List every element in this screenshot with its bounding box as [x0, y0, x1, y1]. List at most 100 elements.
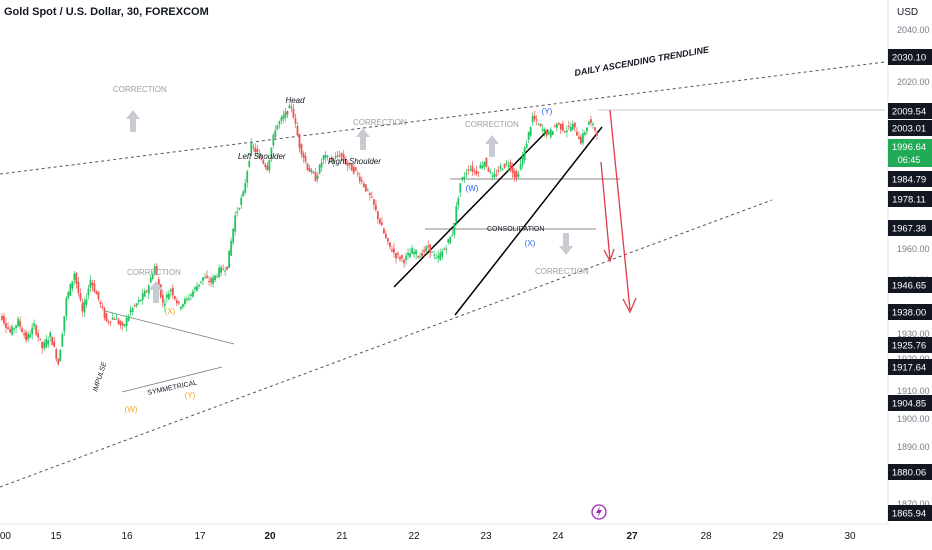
consolidation-label: CONSOLIDATION: [487, 226, 544, 233]
correction-arrow-icon: [356, 128, 370, 150]
candle-body: [348, 163, 351, 165]
x-tick-label: 22: [408, 531, 420, 542]
candle-body: [21, 328, 23, 333]
projection-arrowhead-short: [603, 248, 615, 263]
candle-body: [346, 162, 349, 166]
candle-body: [415, 250, 417, 255]
symbol-title[interactable]: Gold Spot / U.S. Dollar, 30, FOREXCOM: [4, 6, 209, 18]
channel-lower-line: [454, 126, 603, 316]
candle-body: [65, 297, 68, 316]
candle-body: [332, 160, 335, 164]
candle-body: [188, 298, 190, 300]
candle-body: [262, 160, 265, 164]
candle-body: [33, 323, 36, 327]
price-label-box: [888, 505, 932, 521]
candle-body: [190, 294, 192, 297]
candle-body: [171, 287, 174, 296]
x-tick-label: 23: [480, 531, 492, 542]
candle-body: [250, 142, 253, 156]
candle-body: [17, 318, 19, 326]
candle-body: [115, 318, 118, 320]
candle-body: [477, 172, 480, 174]
candle-body: [53, 341, 56, 347]
candle-body: [109, 321, 112, 323]
x-tick-label: :00: [0, 531, 11, 542]
candle-body: [547, 131, 550, 135]
candle-body: [505, 163, 508, 165]
correction-label: CORRECTION: [353, 118, 407, 127]
candle-body: [282, 115, 285, 120]
candle-body: [19, 320, 21, 327]
candle-body: [439, 252, 442, 260]
x-tick-label: 20: [264, 531, 276, 542]
candle-body: [165, 294, 168, 298]
price-label-box: [888, 395, 932, 411]
candle-body: [238, 208, 241, 210]
candle-body: [481, 165, 484, 168]
candle-body: [256, 148, 259, 153]
candle-body: [557, 122, 560, 125]
candle-body: [286, 111, 289, 115]
candle-body: [366, 189, 369, 191]
x-tick-label: 16: [121, 531, 133, 542]
candle-body: [145, 290, 148, 292]
candle-body: [222, 268, 225, 270]
candle-body: [302, 153, 305, 158]
candle-body: [475, 170, 478, 175]
right-shoulder-label: Right Shoulder: [328, 157, 381, 166]
y-tick-label: 1890.00: [897, 442, 930, 452]
candle-body: [103, 308, 106, 319]
candle-body: [590, 119, 592, 123]
candle-body: [93, 283, 96, 292]
candle-body: [9, 329, 11, 333]
candle-body: [330, 157, 333, 161]
x-tick-label: 21: [336, 531, 348, 542]
candle-body: [35, 325, 38, 335]
candle-body: [182, 303, 184, 308]
candle-body: [403, 259, 405, 264]
candle-body: [433, 254, 436, 256]
candle-body: [385, 233, 387, 238]
candle-body: [592, 123, 594, 125]
price-label: 1978.11: [892, 195, 926, 206]
candle-body: [421, 252, 424, 257]
candle-body: [11, 326, 13, 335]
candle-body: [437, 255, 440, 258]
candle-body: [99, 301, 102, 304]
candle-body: [129, 309, 132, 313]
candle-body: [569, 126, 572, 132]
candle-body: [127, 315, 130, 321]
candle-body: [31, 327, 34, 335]
candle-body: [234, 215, 237, 232]
left-shoulder-label: Left Shoulder: [238, 152, 286, 161]
price-label-box: [888, 277, 932, 293]
candle-body: [425, 246, 428, 251]
x-tick-label: 28: [700, 531, 712, 542]
candle-body: [1, 316, 3, 320]
price-label: 2030.10: [892, 53, 926, 64]
projection-arrowhead-long: [622, 297, 637, 314]
candle-body: [59, 349, 62, 362]
candle-body: [435, 257, 438, 259]
price-label-box: [888, 359, 932, 375]
candle-body: [175, 300, 178, 304]
price-label-box: [888, 171, 932, 187]
candle-body: [167, 293, 170, 300]
price-label: 2003.01: [892, 124, 926, 135]
candle-body: [258, 154, 261, 157]
candle-body: [509, 162, 512, 171]
candle-body: [596, 132, 598, 136]
candle-body: [149, 277, 152, 283]
candle-body: [489, 171, 492, 173]
correction-label: CORRECTION: [127, 268, 181, 277]
candle-body: [123, 324, 126, 327]
wave-x-label: (X): [165, 307, 176, 316]
candle-body: [137, 300, 140, 302]
candle-body: [580, 136, 582, 144]
candle-body: [429, 244, 432, 254]
x-tick-label: 30: [844, 531, 856, 542]
candle-body: [101, 306, 104, 308]
candle-body: [543, 129, 546, 133]
candle-body: [73, 273, 76, 281]
